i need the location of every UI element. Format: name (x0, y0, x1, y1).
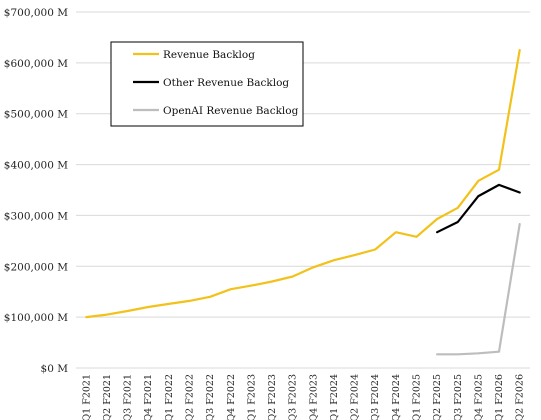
x-tick-label: Q2 F2021 (102, 374, 113, 420)
x-tick-label: Q2 F2022 (185, 374, 196, 420)
x-tick-label: Q2 F2025 (432, 374, 443, 420)
x-tick-label: Q2 F2023 (267, 374, 278, 420)
y-axis-tick-labels: $0 M $100,000 M $200,000 M $300,000 M $400,0… (4, 7, 68, 375)
x-tick-label: Q2 F2024 (350, 374, 361, 420)
series-line-revenue-backlog (85, 49, 521, 319)
x-tick-label: Q4 F2021 (143, 374, 154, 420)
x-tick-label: Q4 F2025 (473, 374, 484, 420)
x-tick-label: Q4 F2023 (308, 374, 319, 420)
data-series (85, 49, 521, 356)
y-tick-label: $300,000 M (4, 210, 68, 222)
series-line-other-revenue-backlog (436, 183, 521, 234)
x-tick-label: Q1 F2023 (246, 374, 257, 420)
x-tick-label: Q3 F2024 (370, 374, 381, 420)
y-tick-label: $400,000 M (4, 160, 68, 172)
series-line-openai-revenue-backlog (436, 223, 521, 356)
x-tick-label: Q4 F2024 (391, 374, 402, 420)
legend-label-other-revenue-backlog: Other Revenue Backlog (163, 77, 289, 89)
x-tick-label: Q1 F2024 (329, 374, 340, 420)
x-axis-tick-labels: Q1 F2021 Q2 F2021 Q3 F2021 Q4 F2021 Q1 F2022… (81, 374, 525, 420)
legend: Revenue Backlog Other Revenue Backlog Open… (110, 41, 304, 127)
x-tick-label: Q3 F2023 (288, 374, 299, 420)
x-tick-label: Q2 F2026 (515, 374, 526, 420)
y-tick-label: $700,000 M (4, 7, 68, 19)
x-tick-label: Q3 F2021 (123, 374, 134, 420)
x-tick-label: Q1 F2022 (164, 374, 175, 420)
x-tick-label: Q1 F2021 (81, 374, 92, 420)
y-tick-label: $200,000 M (4, 261, 68, 273)
x-tick-label: Q3 F2022 (205, 374, 216, 420)
legend-label-openai-revenue-backlog: OpenAI Revenue Backlog (163, 105, 299, 117)
x-tick-label: Q1 F2026 (494, 374, 505, 420)
y-tick-label: $600,000 M (4, 58, 68, 70)
y-tick-label: $500,000 M (4, 109, 68, 121)
legend-box (110, 41, 304, 127)
x-tick-label: Q3 F2025 (453, 374, 464, 420)
x-tick-label: Q1 F2025 (412, 374, 423, 420)
y-tick-label: $100,000 M (4, 312, 68, 324)
legend-label-revenue-backlog: Revenue Backlog (163, 49, 255, 61)
x-tick-label: Q4 F2022 (226, 374, 237, 420)
y-tick-label: $0 M (41, 363, 69, 375)
